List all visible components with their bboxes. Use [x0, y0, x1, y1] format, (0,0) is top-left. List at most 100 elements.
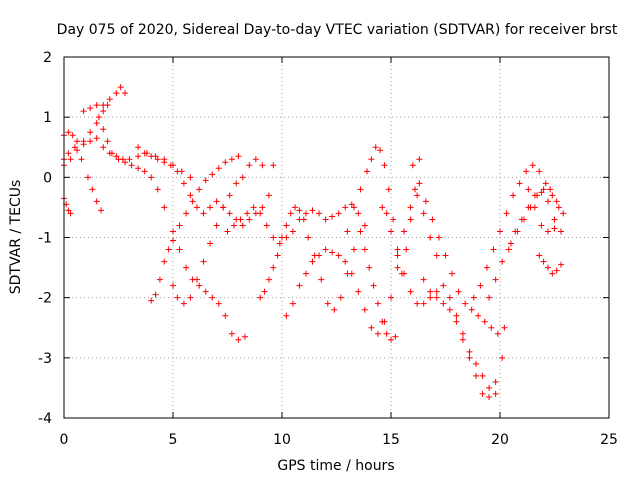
data-point: [388, 228, 394, 235]
data-point: [540, 258, 547, 265]
data-point: [440, 282, 447, 289]
data-point: [108, 150, 115, 157]
data-point: [368, 156, 375, 163]
data-point: [549, 192, 556, 199]
data-point: [235, 336, 242, 343]
data-point: [342, 204, 349, 211]
data-point: [507, 240, 514, 247]
data-point: [161, 258, 168, 265]
data-point: [183, 264, 190, 271]
data-point: [257, 210, 264, 217]
data-point: [499, 258, 506, 265]
data-point: [309, 258, 316, 265]
data-point: [95, 114, 102, 121]
data-point: [435, 234, 442, 241]
data-point: [420, 300, 427, 307]
data-point: [551, 225, 558, 232]
data-point: [283, 222, 290, 229]
x-tick-label: 5: [169, 432, 178, 448]
y-tick-label: -3: [38, 351, 52, 367]
data-point: [213, 198, 220, 205]
data-point: [207, 204, 214, 211]
data-point: [433, 288, 440, 295]
y-tick-label: -1: [38, 231, 52, 247]
data-point: [501, 324, 508, 331]
data-point: [270, 234, 277, 241]
data-point: [420, 276, 427, 283]
data-point: [74, 138, 81, 145]
data-point: [440, 300, 447, 307]
data-point: [235, 153, 242, 160]
data-point: [246, 216, 253, 223]
data-point: [65, 129, 72, 136]
data-point: [161, 159, 168, 166]
data-point: [263, 222, 270, 229]
data-point: [534, 192, 541, 199]
data-point: [499, 354, 506, 361]
data-point: [135, 165, 142, 172]
data-point: [117, 84, 124, 91]
data-point: [409, 162, 416, 169]
x-tick-label: 15: [382, 432, 400, 448]
data-point: [540, 186, 547, 193]
data-point: [74, 147, 81, 154]
data-point: [542, 180, 549, 187]
data-point: [547, 186, 554, 193]
data-point: [215, 165, 222, 172]
data-point: [433, 294, 440, 301]
data-point: [479, 372, 486, 379]
data-point: [222, 312, 229, 319]
data-point: [348, 270, 355, 277]
data-point: [200, 258, 207, 265]
data-point: [222, 159, 229, 166]
data-point: [379, 204, 386, 211]
data-point: [538, 222, 545, 229]
y-tick-label: 0: [43, 170, 52, 186]
data-point: [329, 249, 336, 256]
data-point: [170, 282, 176, 289]
data-point: [300, 216, 307, 223]
data-point: [183, 210, 190, 217]
data-point: [494, 330, 501, 337]
data-point: [385, 186, 392, 193]
data-point: [481, 318, 488, 325]
data-point: [544, 264, 551, 271]
data-point: [492, 378, 499, 385]
data-point: [89, 186, 96, 193]
data-point: [148, 153, 155, 160]
data-point: [324, 300, 331, 307]
chart-title: Day 075 of 2020, Sidereal Day-to-day VTE…: [57, 22, 618, 38]
data-point: [407, 216, 414, 223]
data-point: [497, 228, 503, 235]
data-point: [558, 228, 565, 235]
data-point: [100, 102, 107, 109]
data-point: [357, 228, 364, 235]
series-arc-4: [61, 195, 74, 217]
data-point: [265, 276, 272, 283]
data-point: [429, 216, 436, 223]
data-point: [65, 207, 72, 214]
data-point: [276, 240, 283, 247]
data-point: [100, 126, 107, 133]
data-point: [483, 264, 490, 271]
data-point: [492, 390, 499, 397]
data-point: [473, 372, 480, 379]
series-arc-18: [470, 162, 562, 301]
data-point: [388, 336, 394, 343]
data-point: [355, 210, 362, 217]
data-point: [316, 252, 323, 259]
data-point: [414, 192, 421, 199]
data-point: [449, 270, 456, 277]
data-point: [536, 252, 543, 259]
data-point: [379, 318, 386, 325]
data-point: [220, 204, 227, 211]
data-point: [516, 180, 523, 187]
data-point: [209, 171, 216, 178]
data-point: [374, 300, 381, 307]
data-point: [154, 156, 161, 163]
data-point: [490, 246, 497, 253]
data-point: [520, 216, 527, 223]
data-point: [427, 288, 434, 295]
data-point: [479, 390, 486, 397]
data-point: [536, 168, 543, 175]
